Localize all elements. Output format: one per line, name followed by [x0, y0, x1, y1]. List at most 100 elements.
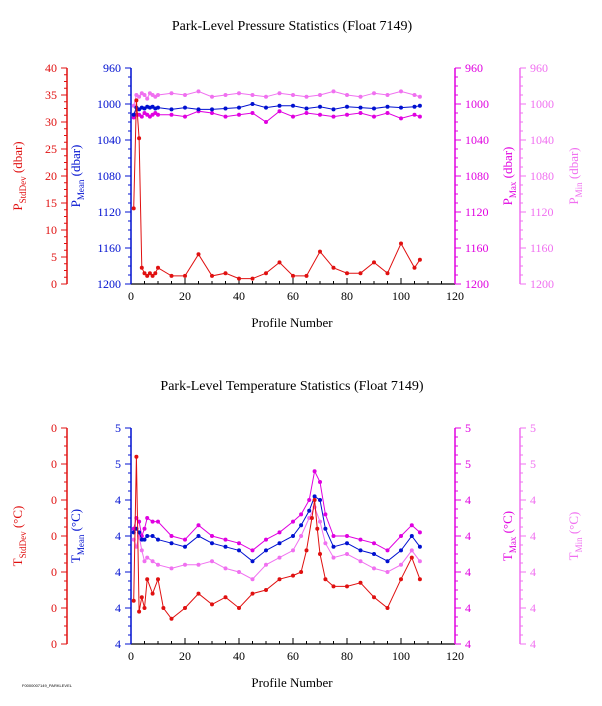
min-data-point	[291, 93, 295, 97]
max-data-point	[385, 111, 390, 115]
stddev-data-point	[153, 271, 158, 276]
max-data-point	[277, 109, 282, 114]
max-tick-label: 4	[465, 637, 471, 651]
min-data-point	[134, 544, 139, 549]
stddev-data-point	[145, 577, 150, 582]
stddev-data-point	[372, 260, 376, 265]
min-data-point	[264, 94, 268, 99]
mean-data-point	[345, 104, 349, 109]
x-tick-label: 20	[179, 649, 191, 663]
stddev-data-point	[150, 591, 155, 596]
min-data-point	[417, 559, 422, 564]
max-tick-label: 1040	[465, 133, 489, 147]
mean-data-point	[169, 107, 174, 112]
mean-data-point	[250, 102, 255, 106]
max-data-point	[264, 120, 268, 124]
min-tick-label: 5	[530, 421, 536, 435]
min-data-point	[304, 94, 309, 99]
stddev-tick-label: 0	[51, 637, 57, 651]
min-data-point	[291, 548, 295, 553]
x-tick-label: 60	[287, 649, 299, 663]
stddev-data-point	[385, 606, 390, 610]
max-data-point	[277, 530, 282, 535]
max-data-point	[291, 519, 295, 524]
stddev-data-point	[139, 265, 144, 270]
stddev-data-point	[142, 271, 147, 276]
mean-data-point	[331, 107, 336, 112]
max-data-point	[331, 534, 336, 538]
mean-data-point	[210, 541, 214, 546]
stddev-data-point	[291, 573, 295, 578]
stddev-tick-label: 30	[45, 115, 57, 129]
min-tick-label: 1120	[530, 205, 554, 219]
min-data-point	[169, 566, 174, 571]
stddev-data-point	[134, 454, 139, 459]
stddev-series-line	[133, 456, 421, 620]
stddev-tick-label: 10	[45, 223, 57, 237]
mean-tick-label: 5	[115, 421, 121, 435]
max-data-point	[183, 114, 187, 119]
x-tick-label: 80	[341, 649, 353, 663]
mean-data-point	[264, 548, 268, 553]
stddev-tick-label: 25	[45, 142, 57, 156]
pressure-chart-title: Park-Level Pressure Statistics (Float 71…	[172, 19, 413, 34]
min-data-point	[264, 562, 268, 567]
stddev-data-point	[318, 552, 322, 556]
stddev-data-point	[304, 548, 309, 553]
max-tick-label: 1160	[465, 241, 489, 255]
mean-data-point	[210, 107, 214, 112]
stddev-data-point	[412, 265, 417, 270]
max-axis-label: TMax (°C)	[500, 511, 518, 561]
stddev-data-point	[237, 606, 241, 610]
mean-data-point	[358, 548, 363, 553]
stddev-data-point	[183, 273, 187, 278]
min-data-point	[237, 570, 241, 574]
x-tick-label: 40	[233, 289, 245, 303]
stddev-data-point	[150, 273, 155, 278]
stddev-tick-label: 0	[51, 601, 57, 615]
min-data-point	[183, 562, 187, 567]
mean-data-point	[291, 534, 295, 538]
x-tick-label: 40	[233, 649, 245, 663]
max-data-point	[137, 519, 142, 524]
pressure-x-axis-label: Profile Number	[251, 315, 333, 330]
stddev-data-point	[137, 136, 142, 141]
min-data-point	[137, 94, 142, 99]
mean-data-point	[312, 494, 317, 499]
stddev-data-point	[417, 577, 422, 582]
min-data-point	[145, 96, 150, 101]
max-tick-label: 5	[465, 457, 471, 471]
min-data-point	[169, 91, 174, 96]
temperature-chart-title: Park-Level Temperature Statistics (Float…	[160, 379, 423, 394]
mean-axis-label: TMean (°C)	[68, 509, 86, 563]
max-data-point	[237, 112, 241, 117]
min-data-point	[331, 89, 336, 94]
stddev-data-point	[399, 577, 403, 582]
stddev-data-point	[210, 273, 214, 278]
min-data-point	[150, 559, 155, 564]
max-series-line	[133, 110, 421, 123]
stddev-data-point	[156, 265, 160, 270]
mean-data-point	[372, 552, 376, 556]
min-data-point	[237, 91, 241, 96]
stddev-data-point	[372, 595, 376, 600]
x-tick-label: 0	[128, 289, 134, 303]
max-tick-label: 4	[465, 601, 471, 615]
min-data-point	[223, 566, 228, 571]
mean-data-point	[399, 548, 403, 553]
mean-data-point	[150, 534, 155, 538]
max-data-point	[358, 111, 363, 115]
min-axis-label: TMin (°C)	[566, 512, 584, 561]
stddev-data-point	[237, 276, 241, 281]
mean-data-point	[417, 544, 422, 549]
stddev-data-point	[134, 98, 139, 103]
stddev-tick-label: 15	[45, 196, 57, 210]
mean-data-point	[372, 106, 376, 111]
max-tick-label: 1200	[465, 277, 489, 291]
min-data-point	[331, 555, 336, 560]
min-data-point	[196, 562, 201, 567]
x-tick-label: 100	[392, 289, 410, 303]
max-data-point	[412, 112, 417, 117]
min-data-point	[412, 93, 417, 97]
min-data-point	[385, 570, 390, 574]
